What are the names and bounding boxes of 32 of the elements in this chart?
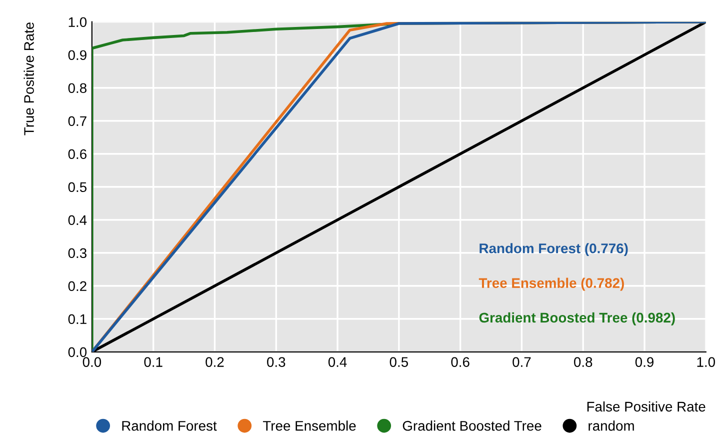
- legend-label: Tree Ensemble: [262, 420, 356, 431]
- x-tick-label: 0.5: [390, 357, 408, 367]
- y-axis-title: True Positive Rate: [24, 22, 34, 136]
- annotation: Gradient Boosted Tree (0.982): [479, 312, 675, 326]
- x-tick-label: 1.0: [697, 357, 716, 367]
- annotation: Tree Ensemble (0.782): [478, 278, 624, 291]
- y-tick-label: 0.8: [68, 83, 86, 94]
- x-tick-label: 0.9: [635, 357, 654, 367]
- x-tick-label: 0.4: [328, 357, 347, 367]
- x-tick-label: 0.0: [82, 357, 102, 367]
- y-tick-label: 0.7: [68, 116, 86, 126]
- x-tick-label: 0.7: [512, 357, 531, 367]
- y-tick-label: 0.4: [68, 215, 87, 226]
- y-tick-label: 0.0: [68, 347, 87, 358]
- y-tick-label: 0.2: [68, 281, 86, 292]
- y-tick-label: 1.0: [68, 17, 87, 28]
- legend-label: random: [588, 420, 634, 431]
- y-tick-label: 0.5: [68, 182, 87, 192]
- annotation: Random Forest (0.776): [480, 243, 628, 256]
- x-tick-label: 0.2: [206, 357, 224, 367]
- x-tick-label: 0.1: [144, 357, 162, 367]
- y-tick-label: 0.3: [68, 248, 86, 258]
- line-series: [92, 22, 706, 352]
- legend-label: Random Forest: [122, 420, 217, 431]
- y-tick-label: 0.9: [68, 50, 86, 60]
- y-tick-label: 0.1: [68, 314, 86, 324]
- y-tick-label: 0.6: [68, 149, 86, 160]
- x-tick-label: 0.6: [451, 357, 470, 367]
- x-tick-label: 0.8: [574, 357, 592, 367]
- x-axis-title: False Positive Rate: [587, 401, 706, 412]
- legend-label: Gradient Boosted Tree: [402, 420, 542, 431]
- x-tick-label: 0.3: [267, 357, 286, 367]
